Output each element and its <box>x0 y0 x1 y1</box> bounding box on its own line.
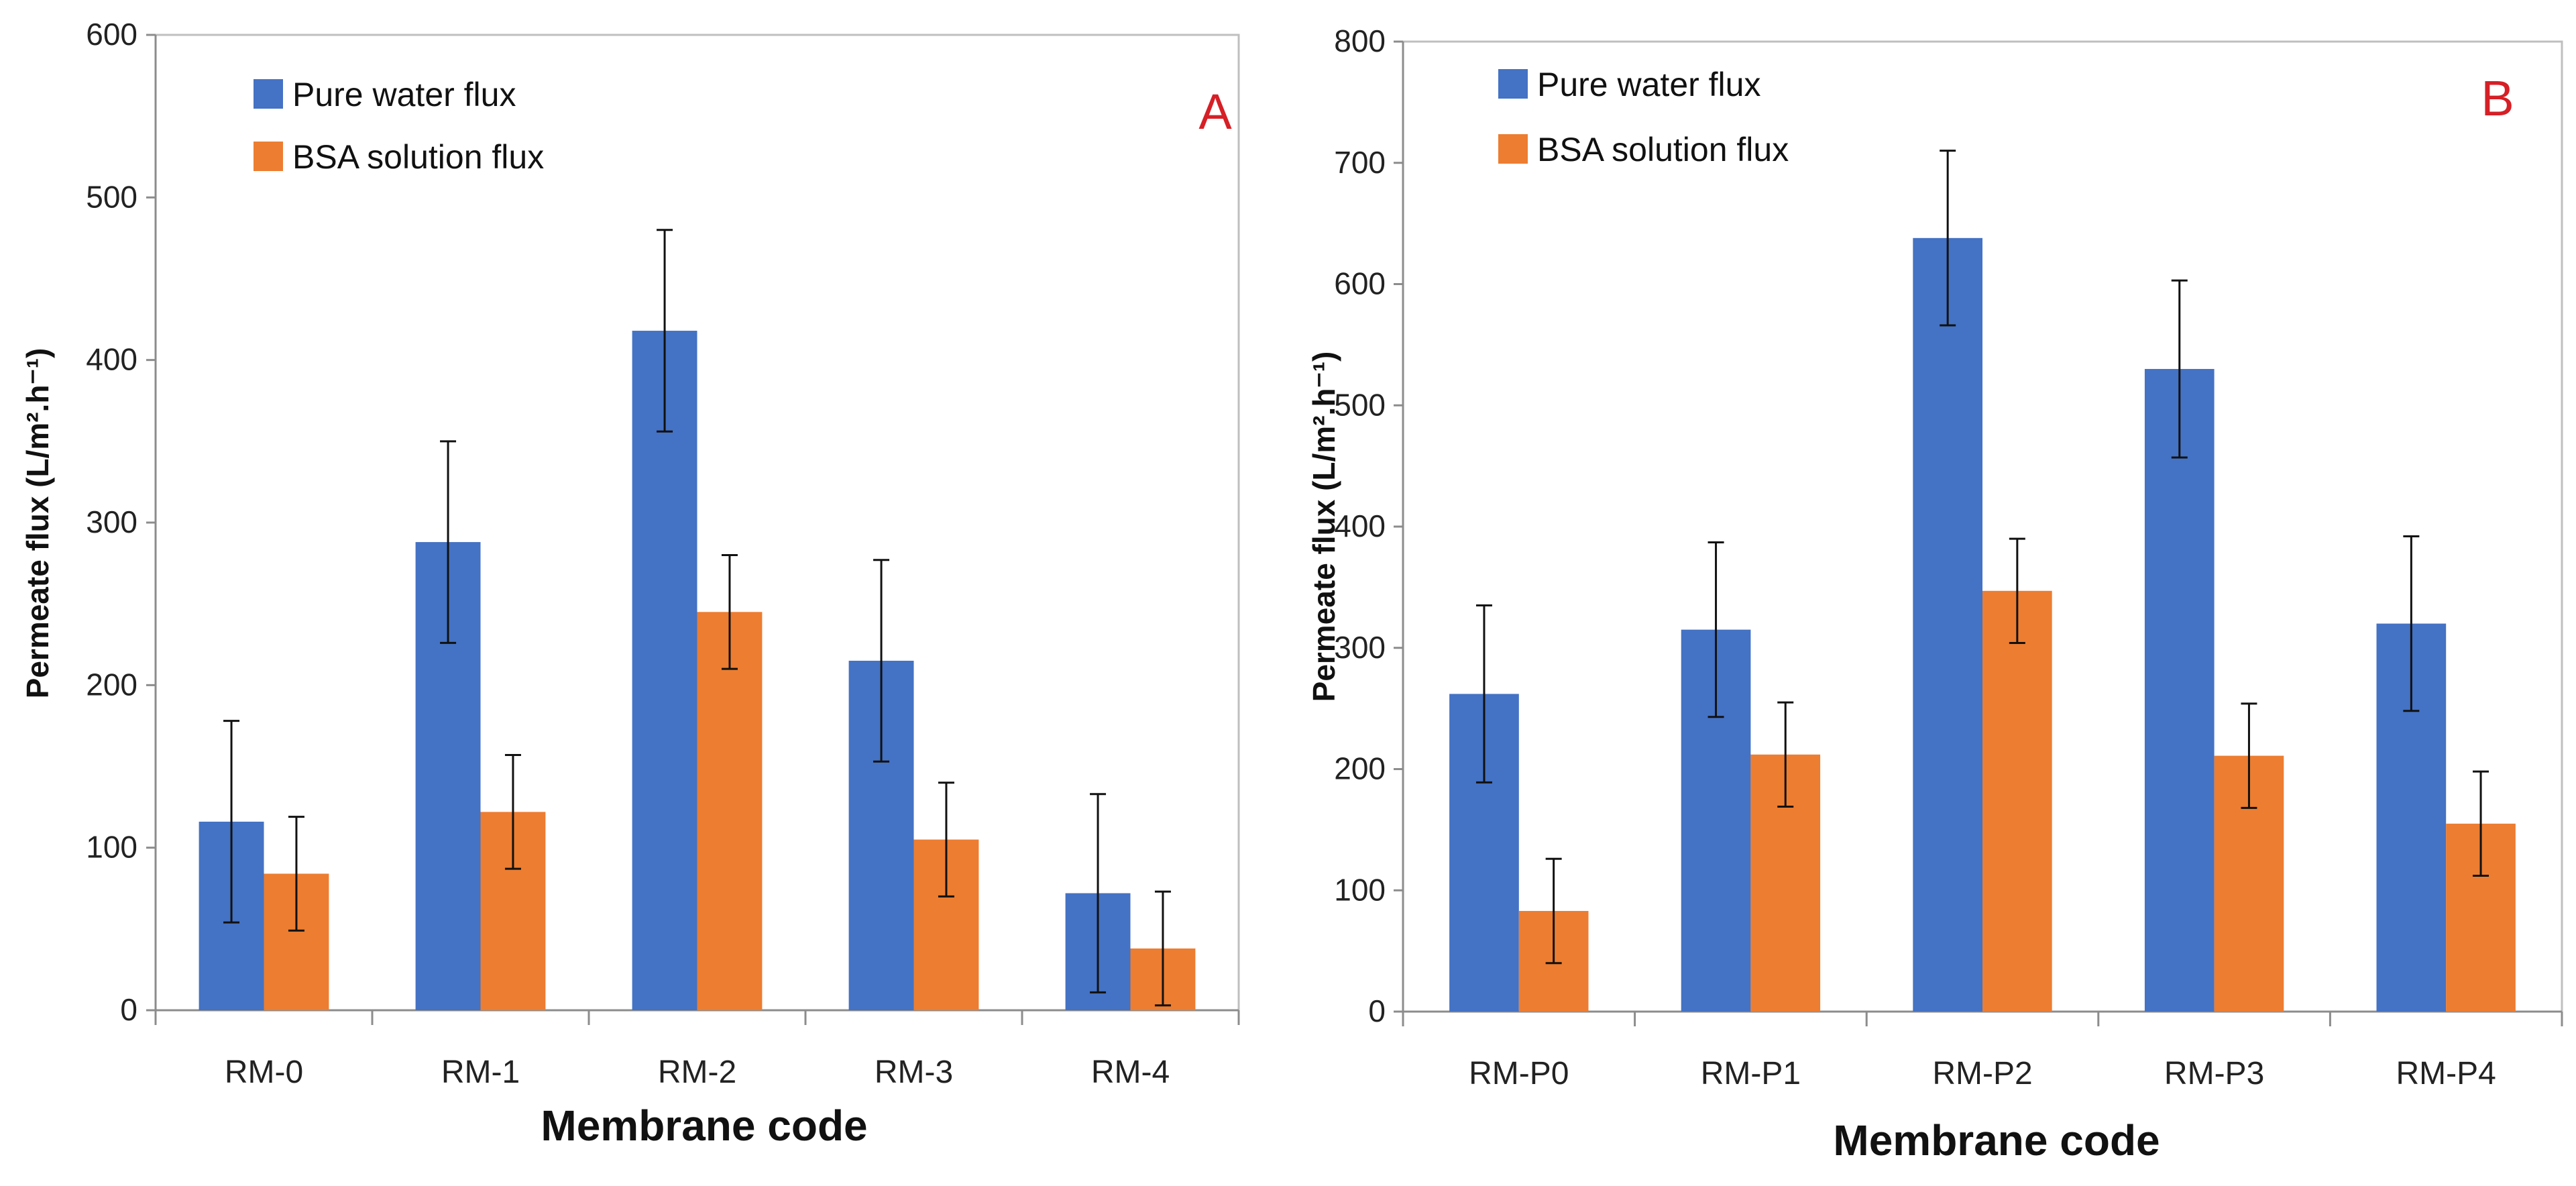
chart-b-y-tick-label: 300 <box>1334 630 1386 665</box>
chart-a-bar-bsa-solution-flux-rm-2 <box>697 612 763 1010</box>
chart-a-y-tick-label: 200 <box>86 667 137 702</box>
chart-a-error-bars <box>223 229 1171 1007</box>
chart-a-y-tick-label: 500 <box>86 179 137 214</box>
chart-a-x-tick-label-rm-4: RM-4 <box>1091 1055 1170 1090</box>
chart-b-error-bar-bsa-solution-flux-rm-p0 <box>1545 857 1562 965</box>
chart-a-error-bar-pure-water-flux-rm-3 <box>873 559 890 763</box>
chart-a-error-bar-pure-water-flux-rm-1 <box>440 440 457 644</box>
chart-a-y-tick-label: 300 <box>86 504 137 539</box>
chart-a-x-tick-label-rm-3: RM-3 <box>875 1055 953 1090</box>
chart-a-error-bar-bsa-solution-flux-rm-2 <box>721 553 738 670</box>
chart-b-y-tick-label: 200 <box>1334 751 1386 786</box>
chart-b-y-tick-label: 100 <box>1334 872 1386 907</box>
chart-a-bars <box>199 331 1196 1011</box>
chart-b-y-tick-label: 800 <box>1334 23 1386 58</box>
chart-a-error-bar-pure-water-flux-rm-2 <box>657 229 673 433</box>
chart-a-legend-swatch-bsa-solution-flux <box>254 142 283 171</box>
chart-b-x-tick-label-rm-p4: RM-P4 <box>2396 1056 2496 1091</box>
chart-a-error-bar-bsa-solution-flux-rm-3 <box>938 781 954 898</box>
chart-a-bar-pure-water-flux-rm-2 <box>632 331 697 1011</box>
chart-b-x-tick-label-rm-p2: RM-P2 <box>1932 1056 2032 1091</box>
chart-a-panel-label: A <box>1198 84 1232 140</box>
chart-b-x-tick-label-rm-p1: RM-P1 <box>1701 1056 1801 1091</box>
chart-a-legend: Pure water flux BSA solution flux <box>254 76 544 176</box>
chart-b-y-tick-label: 500 <box>1334 387 1386 422</box>
chart-b-x-tick-label-rm-p0: RM-P0 <box>1469 1056 1569 1091</box>
chart-a-error-bar-pure-water-flux-rm-4 <box>1090 793 1107 993</box>
chart-b-error-bar-pure-water-flux-rm-p1 <box>1707 541 1724 718</box>
chart-b-y-axis-label: Permeate flux (L/m².h⁻¹) <box>1306 352 1341 702</box>
chart-b-legend-label-pure-water-flux: Pure water flux <box>1537 66 1760 103</box>
chart-a-legend-swatch-pure-water-flux <box>254 79 283 109</box>
chart-a-x-tick-label-rm-1: RM-1 <box>441 1055 520 1090</box>
chart-b-y-tick-label: 700 <box>1334 145 1386 180</box>
chart-b-error-bar-pure-water-flux-rm-p4 <box>2403 535 2420 712</box>
chart-a-x-tick-label-rm-2: RM-2 <box>658 1055 736 1090</box>
chart-a-error-bar-bsa-solution-flux-rm-1 <box>504 754 521 870</box>
chart-b-error-bar-pure-water-flux-rm-p2 <box>1940 150 1956 327</box>
chart-b-error-bar-pure-water-flux-rm-p0 <box>1475 604 1492 784</box>
chart-panel-a: 0 100 200 300 400 500 600 RM-0 RM-1 RM-2 RM-3 RM-4… <box>20 17 1240 1150</box>
chart-b-y-tick-label: 400 <box>1334 508 1386 543</box>
chart-b-legend-label-bsa-solution-flux: BSA solution flux <box>1537 131 1789 168</box>
chart-a-y-tick-label: 0 <box>120 992 137 1027</box>
chart-b-x-tick-label-rm-p3: RM-P3 <box>2164 1056 2264 1091</box>
chart-b-error-bar-bsa-solution-flux-rm-p3 <box>2241 702 2257 809</box>
chart-b-bar-pure-water-flux-rm-p2 <box>1913 237 1982 1012</box>
chart-a-x-axis-label: Membrane code <box>541 1101 867 1150</box>
chart-a-x-tick-label-rm-0: RM-0 <box>225 1055 303 1090</box>
chart-b-bar-pure-water-flux-rm-p3 <box>2144 369 2215 1012</box>
chart-a-error-bar-pure-water-flux-rm-0 <box>223 720 240 924</box>
chart-b-error-bar-pure-water-flux-rm-p3 <box>2171 279 2188 459</box>
chart-b-x-axis-label: Membrane code <box>1833 1116 2160 1165</box>
chart-b-y-tick-label: 0 <box>1368 993 1386 1028</box>
chart-a-legend-label-pure-water-flux: Pure water flux <box>292 76 516 113</box>
chart-b-error-bar-bsa-solution-flux-rm-p1 <box>1777 701 1794 808</box>
chart-b-x-ticks: RM-P0 RM-P1 RM-P2 RM-P3 RM-P4 <box>1402 1010 2563 1091</box>
chart-a-x-ticks: RM-0 RM-1 RM-2 RM-3 RM-4 <box>154 1009 1240 1090</box>
chart-a-error-bar-bsa-solution-flux-rm-0 <box>288 816 304 932</box>
chart-b-error-bars <box>1475 150 2489 965</box>
chart-b-panel-label: B <box>2481 70 2514 126</box>
chart-a-y-tick-label: 400 <box>86 342 137 377</box>
chart-a-y-tick-label: 100 <box>86 830 137 865</box>
chart-b-bar-bsa-solution-flux-rm-p2 <box>1982 590 2052 1012</box>
chart-a-y-axis-label: Permeate flux (L/m².h⁻¹) <box>20 348 55 699</box>
chart-b-legend-swatch-bsa-solution-flux <box>1498 134 1528 164</box>
chart-b-error-bar-bsa-solution-flux-rm-p2 <box>2009 537 2025 645</box>
chart-a-y-ticks: 0 100 200 300 400 500 600 <box>86 17 157 1027</box>
chart-b-bars <box>1449 237 2516 1012</box>
chart-b-error-bar-bsa-solution-flux-rm-p4 <box>2473 770 2489 877</box>
chart-a-y-tick-label: 600 <box>86 17 137 52</box>
chart-a-legend-label-bsa-solution-flux: BSA solution flux <box>292 138 544 176</box>
chart-a-error-bar-bsa-solution-flux-rm-4 <box>1154 890 1171 1007</box>
chart-b-y-ticks: 0 100 200 300 400 500 600 700 800 <box>1334 23 1404 1028</box>
chart-b-legend: Pure water flux BSA solution flux <box>1498 66 1789 168</box>
chart-b-legend-swatch-pure-water-flux <box>1498 69 1528 99</box>
chart-b-y-tick-label: 600 <box>1334 266 1386 301</box>
